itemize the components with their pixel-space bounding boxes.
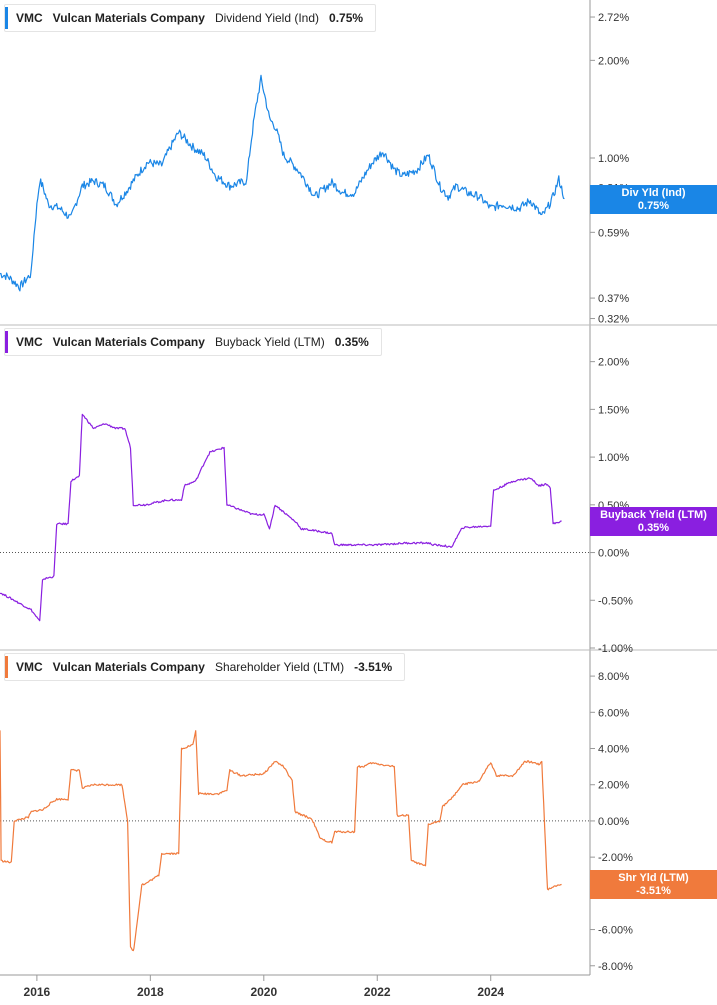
legend-value: -3.51% [354, 660, 393, 674]
tag-value: 0.75% [637, 199, 670, 212]
legend-ticker: VMC [16, 335, 43, 349]
x-tick-label: 2020 [250, 985, 277, 999]
y-tick-label: 8.00% [598, 671, 629, 683]
tag-value: 0.35% [637, 521, 670, 534]
y-tick-label: -0.50% [598, 595, 633, 607]
legend-value: 0.35% [334, 335, 369, 349]
y-tick-label: -8.00% [598, 961, 633, 973]
y-tick-label: 1.00% [598, 452, 629, 464]
y-tick-label: 4.00% [598, 744, 629, 756]
y-tick-label: 0.00% [598, 816, 629, 828]
legend-ticker: VMC [16, 11, 43, 25]
current-value-tag-buyback: Buyback Yield (LTM) 0.35% [590, 507, 717, 536]
x-tick-label: 2016 [24, 985, 51, 999]
current-value-tag-dividend: Div Yld (Ind) 0.75% [590, 185, 717, 214]
x-tick-label: 2024 [477, 985, 504, 999]
legend-metric: Dividend Yield (Ind) [214, 11, 320, 25]
y-tick-label: 2.00% [598, 357, 629, 369]
y-tick-label: 0.00% [598, 548, 629, 560]
legend-buyback-yield: VMC Vulcan Materials Company Buyback Yie… [4, 328, 382, 356]
y-tick-label: 1.50% [598, 404, 629, 416]
current-value-tag-shareholder: Shr Yld (LTM) -3.51% [590, 870, 717, 899]
legend-ticker: VMC [16, 660, 43, 674]
y-tick-label: 0.37% [598, 293, 629, 305]
y-tick-label: -2.00% [598, 852, 633, 864]
tag-label: Div Yld (Ind) [621, 186, 686, 199]
tag-label: Shr Yld (LTM) [618, 871, 689, 884]
legend-metric: Shareholder Yield (LTM) [214, 660, 345, 674]
legend-color-swatch [5, 7, 8, 29]
series-line-1 [0, 413, 562, 622]
x-tick-label: 2018 [137, 985, 164, 999]
y-tick-label: -1.00% [598, 643, 633, 655]
tag-value: -3.51% [636, 884, 671, 897]
y-tick-label: 2.72% [598, 12, 629, 24]
legend-dividend-yield: VMC Vulcan Materials Company Dividend Yi… [4, 4, 377, 32]
legend-company: Vulcan Materials Company [52, 11, 205, 25]
y-tick-label: 1.00% [598, 153, 629, 165]
y-tick-label: 2.00% [598, 55, 629, 67]
y-tick-label: 6.00% [598, 707, 629, 719]
y-tick-label: -6.00% [598, 925, 633, 937]
legend-company: Vulcan Materials Company [52, 660, 205, 674]
legend-color-swatch [5, 331, 8, 353]
legend-shareholder-yield: VMC Vulcan Materials Company Shareholder… [4, 653, 406, 681]
x-tick-label: 2022 [364, 985, 391, 999]
series-line-2 [0, 730, 562, 952]
y-tick-label: 0.59% [598, 227, 629, 239]
y-tick-label: 2.00% [598, 780, 629, 792]
legend-company: Vulcan Materials Company [52, 335, 205, 349]
tag-label: Buyback Yield (LTM) [600, 508, 707, 521]
legend-value: 0.75% [329, 11, 364, 25]
legend-color-swatch [5, 656, 8, 678]
series-line-0 [0, 74, 565, 292]
legend-metric: Buyback Yield (LTM) [214, 335, 325, 349]
y-tick-label: 0.32% [598, 314, 629, 326]
